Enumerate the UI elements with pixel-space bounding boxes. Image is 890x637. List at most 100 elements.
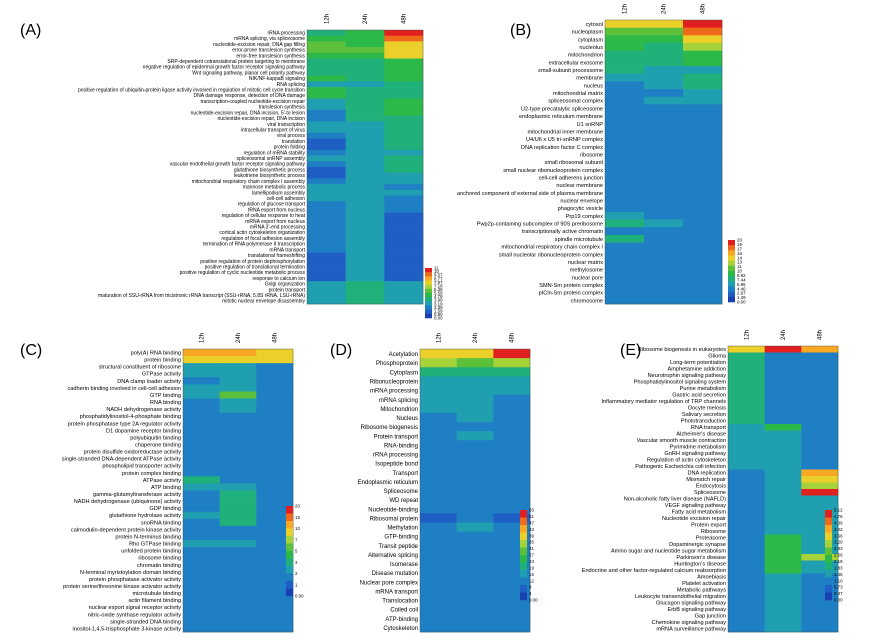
row-label: Mitochondrion [380,407,418,413]
heatmap-cell [219,405,257,413]
heatmap-cell [801,567,839,574]
heatmap-cell [307,241,346,248]
heatmap-cell [256,448,294,456]
heatmap-cell [728,619,765,626]
heatmap-cell [728,567,765,574]
heatmap-cell [384,201,424,208]
row-label: positive regulation of protein dephospho… [200,259,305,265]
heatmap-cell [683,234,723,243]
legend-swatch [286,581,293,589]
heatmap-cell [683,81,723,90]
heatmap-cell [764,593,802,600]
row-label: phospholipid transporter activity [102,464,181,470]
heatmap-cell [219,469,257,477]
legend-tick: 2.39 [434,305,443,310]
heatmap-cell [256,511,294,520]
legend-tick: 3.99 [434,298,443,303]
column-header: 48h [818,330,824,340]
legend-tick: 39 [529,533,534,538]
heatmap-cell [801,593,839,600]
row-label: Pyrimidine metabolism [670,445,727,451]
heatmap-cell [307,92,346,99]
heatmap-cell [183,540,220,548]
heatmap-cell [764,619,802,626]
heatmap-cell [307,109,346,116]
row-label: WD repeat [389,498,418,504]
row-label: protein phosphatase activator activity [89,577,181,583]
heatmap-cell [605,104,645,113]
heatmap-cell [384,81,424,88]
heatmap-cell [644,242,684,251]
heatmap-cell [307,75,346,82]
legend-tick: 13 [737,260,742,265]
heatmap-cell [644,50,684,59]
heatmap-cell [644,188,684,197]
heatmap-cell [256,497,294,505]
heatmap-cell [183,377,220,385]
heatmap-cell [345,195,385,202]
heatmap-cell [384,167,424,174]
heatmap-cell [456,394,494,405]
heatmap-cell [307,189,346,196]
heatmap-cell [605,211,645,220]
heatmap-cell [456,568,494,578]
legend-swatch [825,577,832,586]
heatmap-cell [183,349,220,357]
legend-swatch [825,555,832,563]
heatmap-cell [644,112,684,121]
heatmap-cell [493,568,531,578]
row-label: Endocytosis [696,484,726,490]
row-label: methylosome [570,268,603,274]
row-label: cytoplasm [578,37,604,43]
heatmap-cell [605,89,645,98]
heatmap-cell [644,204,684,213]
heatmap-cell [764,612,802,620]
legend-swatch [425,268,432,273]
row-label: positive regulation of cyclic nucleotide… [180,270,306,276]
heatmap-cell [384,127,424,134]
heatmap-cell [493,485,531,496]
heatmap-cell [456,458,494,468]
heatmap-cell [493,586,531,596]
legend-tick: 20 [295,504,300,509]
heatmap-cell [219,356,257,364]
heatmap-cell [644,158,684,167]
heatmap-cell [183,440,220,449]
color-legend: 20191716141311108.927.445.954.462.971.49… [728,238,746,305]
heatmap-cell [801,580,839,587]
row-label: Neurotrophin signaling pathway [648,373,727,379]
heatmap-cell [801,573,839,581]
row-label: cadherin binding involved in cell-cell a… [67,386,181,392]
heatmap-cell [307,206,346,213]
row-label: N-terminal myristoylation domain binding [80,570,181,576]
column-header: 48h [273,333,279,343]
heatmap-cell [183,554,220,562]
heatmap-cell [345,281,385,288]
row-label: Acetylation [389,352,418,358]
heatmap-cell [256,469,294,477]
heatmap-cell [456,558,494,569]
row-label: error-free translesion synthesis [236,53,305,59]
heatmap-cell [493,449,531,459]
heatmap-cell [764,443,802,451]
legend-tick: 0.00 [434,316,443,321]
row-label: Prp19 complex [566,214,604,220]
heatmap-cell [728,580,765,587]
heatmap-cell [345,52,385,59]
heatmap-cell [683,165,723,174]
heatmap-cell [345,218,385,225]
heatmap-cell [384,92,424,99]
legend-tick: 8.92 [737,273,746,278]
heatmap-cell [256,596,294,604]
heatmap-cell [384,64,424,71]
row-label: cell-cell adherens junction [539,176,603,182]
heatmap-cell [219,426,257,435]
heatmap-cell [764,469,802,477]
heatmap-cell [345,298,385,305]
heatmap-cell [764,385,802,392]
heatmap-cell [683,242,723,251]
heatmap-cell [683,196,723,205]
legend-swatch [425,305,432,310]
heatmap-cell [384,224,424,231]
heatmap-cell [219,433,257,442]
